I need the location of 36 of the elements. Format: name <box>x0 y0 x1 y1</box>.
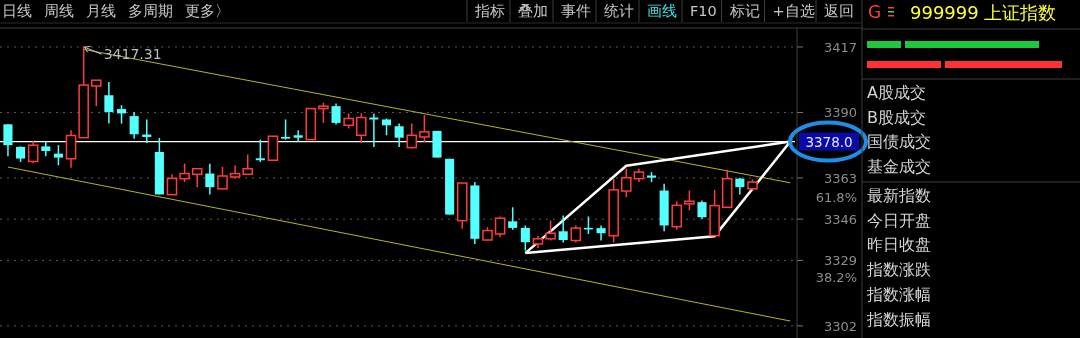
annotation: 3417.31 <box>103 46 162 63</box>
y2-tick-label: 38.2% <box>815 270 857 286</box>
y-tick-label: 3417 <box>823 39 857 55</box>
text: F10 <box>690 3 717 19</box>
text: 统计 <box>604 3 634 19</box>
text: +自选 <box>772 3 815 19</box>
text: 返回 <box>824 3 854 19</box>
text: G <box>868 2 882 22</box>
text: 指数振幅 <box>866 309 931 329</box>
text: 日线 <box>2 3 32 19</box>
text: 昨日收盘 <box>867 235 931 255</box>
text: 多周期 <box>128 3 173 19</box>
text: 指数涨幅 <box>866 284 931 304</box>
text: 最新指数 <box>867 186 931 205</box>
text: A股成交 <box>867 83 926 102</box>
text: 指标 <box>474 3 505 19</box>
y-tick-label: 3390 <box>823 105 857 121</box>
text: 画线 <box>647 3 677 19</box>
text: 今日开盘 <box>867 210 931 230</box>
text: 指数涨跌 <box>866 260 931 280</box>
ref-line-label: 3378.0 <box>805 133 853 150</box>
text: 叠加 <box>518 3 548 19</box>
text: 事件 <box>561 3 591 19</box>
y2-tick-label: 61.8% <box>815 190 857 206</box>
text: 标记 <box>728 3 760 19</box>
text: 999999 上证指数 <box>910 2 1057 23</box>
text: 周线 <box>44 3 74 19</box>
y-tick-label: 3329 <box>823 253 857 269</box>
text: B股成交 <box>867 107 926 127</box>
y-tick-label: 3346 <box>823 212 857 228</box>
text: 更多〉 <box>184 3 230 19</box>
text: 基金成交 <box>867 156 931 176</box>
y-tick-label: 3302 <box>823 318 857 334</box>
text: 月线 <box>86 3 116 19</box>
text: 国债成交 <box>867 132 931 151</box>
y-tick-label: 3363 <box>823 170 857 186</box>
